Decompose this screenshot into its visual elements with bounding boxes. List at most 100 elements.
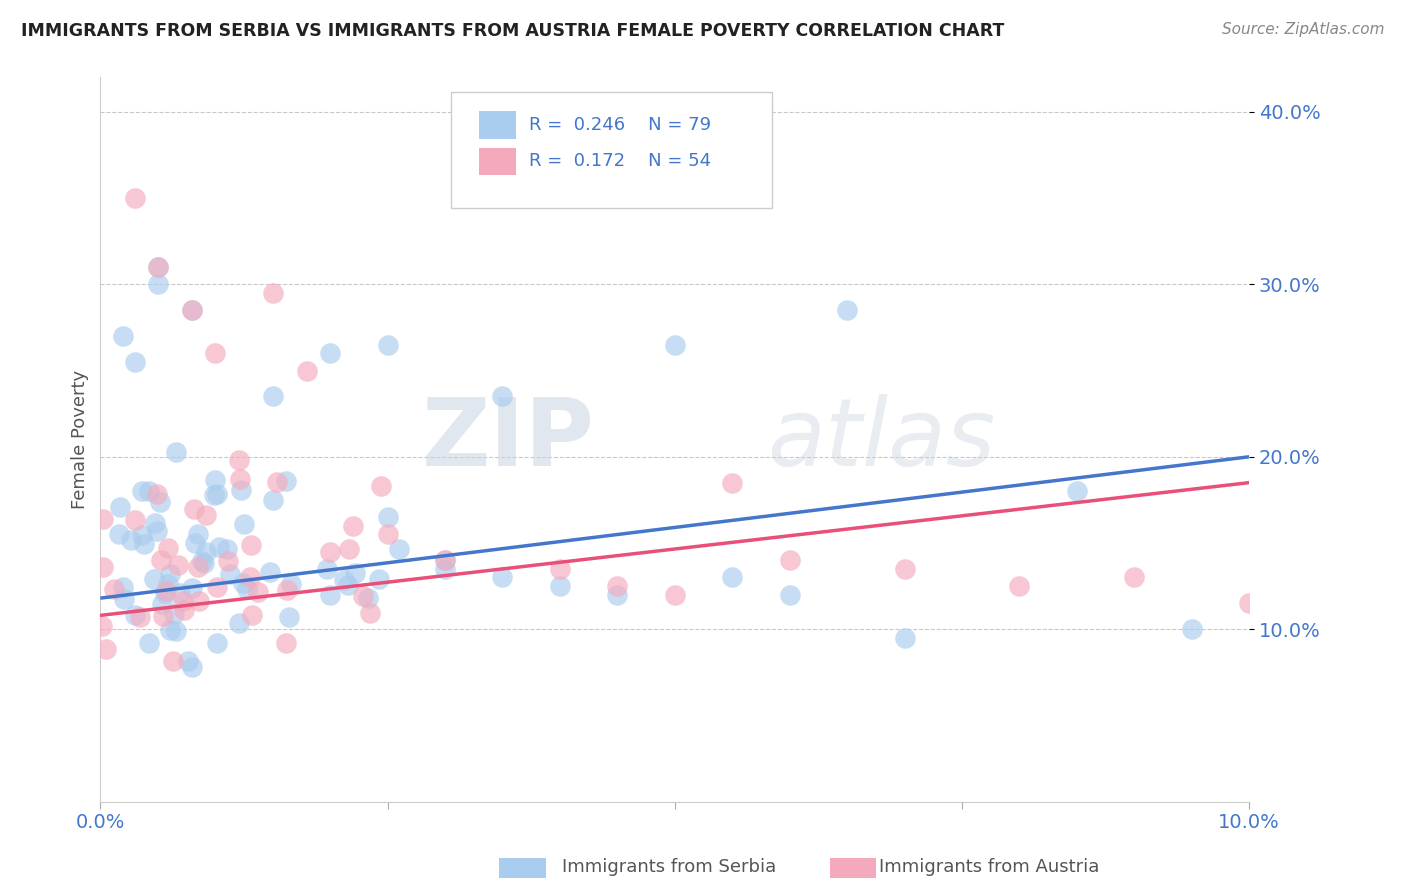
Point	[319, 544, 342, 558]
Point	[131, 528, 153, 542]
Text: ZIP: ZIP	[422, 393, 595, 485]
Point	[190, 554, 212, 568]
Point	[721, 475, 744, 490]
Point	[377, 337, 399, 351]
Point	[187, 527, 209, 541]
Point	[129, 610, 152, 624]
Point	[165, 445, 187, 459]
Text: Source: ZipAtlas.com: Source: ZipAtlas.com	[1222, 22, 1385, 37]
Point	[359, 606, 381, 620]
Point	[352, 589, 374, 603]
Point	[262, 492, 284, 507]
Point	[150, 597, 173, 611]
Point	[280, 577, 302, 591]
Point	[240, 608, 263, 623]
Point	[94, 642, 117, 657]
Point	[152, 608, 174, 623]
Point	[162, 654, 184, 668]
Point	[232, 576, 254, 591]
Point	[295, 363, 318, 377]
Point	[276, 582, 298, 597]
Point	[259, 565, 281, 579]
Text: R =  0.246    N = 79: R = 0.246 N = 79	[529, 116, 711, 134]
Point	[108, 526, 131, 541]
Point	[893, 562, 915, 576]
Point	[149, 553, 172, 567]
Point	[124, 513, 146, 527]
Point	[262, 285, 284, 300]
Point	[195, 544, 218, 558]
Point	[202, 488, 225, 502]
Point	[336, 578, 359, 592]
Point	[217, 542, 239, 557]
Point	[357, 591, 380, 606]
Point	[112, 592, 135, 607]
Point	[124, 607, 146, 622]
Point	[233, 516, 256, 531]
Point	[370, 479, 392, 493]
Point	[155, 583, 177, 598]
Point	[218, 566, 240, 581]
Point	[228, 471, 250, 485]
Y-axis label: Female Poverty: Female Poverty	[72, 370, 89, 509]
Point	[606, 588, 628, 602]
Point	[124, 191, 146, 205]
Point	[146, 260, 169, 274]
Point	[195, 508, 218, 523]
Point	[491, 389, 513, 403]
Point	[181, 303, 204, 318]
Point	[156, 541, 179, 556]
Point	[146, 260, 169, 274]
Point	[188, 594, 211, 608]
Point	[1008, 579, 1031, 593]
Point	[131, 484, 153, 499]
Point	[204, 473, 226, 487]
Text: Immigrants from Serbia: Immigrants from Serbia	[562, 858, 776, 876]
Point	[181, 303, 204, 318]
Point	[157, 577, 180, 591]
Point	[236, 582, 259, 596]
Text: Immigrants from Austria: Immigrants from Austria	[879, 858, 1099, 876]
Point	[181, 660, 204, 674]
Point	[274, 636, 297, 650]
Point	[240, 537, 263, 551]
Point	[1066, 484, 1088, 499]
Point	[187, 559, 209, 574]
Text: atlas: atlas	[766, 394, 995, 485]
Point	[548, 579, 571, 593]
Point	[124, 355, 146, 369]
Point	[319, 346, 342, 360]
Point	[143, 516, 166, 530]
Point	[108, 500, 131, 515]
Point	[228, 452, 250, 467]
Point	[239, 570, 262, 584]
Point	[315, 562, 337, 576]
Point	[893, 631, 915, 645]
Point	[159, 566, 181, 581]
Point	[205, 580, 228, 594]
Point	[664, 337, 686, 351]
Point	[138, 484, 160, 499]
Point	[205, 636, 228, 650]
Point	[132, 537, 155, 551]
Point	[184, 536, 207, 550]
Point	[159, 623, 181, 637]
Point	[606, 579, 628, 593]
Text: IMMIGRANTS FROM SERBIA VS IMMIGRANTS FROM AUSTRIA FEMALE POVERTY CORRELATION CHA: IMMIGRANTS FROM SERBIA VS IMMIGRANTS FRO…	[21, 22, 1004, 40]
Point	[779, 553, 801, 567]
Point	[1123, 570, 1146, 584]
Point	[837, 303, 859, 318]
Point	[217, 554, 239, 568]
Point	[319, 588, 342, 602]
Point	[90, 618, 112, 632]
Point	[173, 602, 195, 616]
Point	[149, 494, 172, 508]
Point	[103, 582, 125, 597]
Point	[337, 542, 360, 557]
Point	[1237, 596, 1260, 610]
Point	[208, 541, 231, 555]
Point	[388, 541, 411, 556]
Point	[231, 483, 253, 497]
Point	[183, 502, 205, 516]
Bar	[479, 112, 516, 139]
